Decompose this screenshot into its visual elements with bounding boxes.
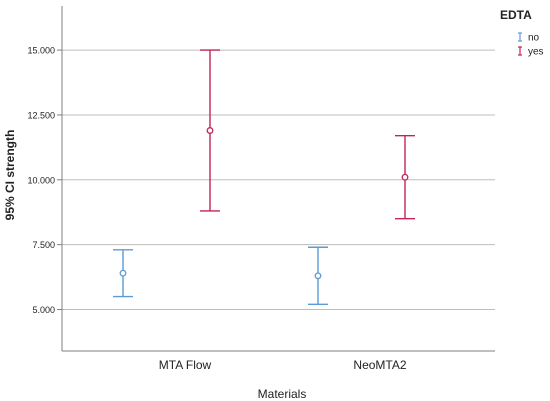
y-axis-label: 95% CI strength <box>3 130 17 221</box>
series-no <box>113 246 328 306</box>
mean-marker <box>401 173 409 181</box>
mean-marker <box>119 269 127 277</box>
y-tick-label: 7.500 <box>32 240 55 250</box>
error-bar <box>113 249 133 298</box>
error-bar <box>395 134 415 220</box>
y-tick-label: 10.000 <box>27 175 55 185</box>
error-bar <box>200 49 220 212</box>
x-tick-label: MTA Flow <box>159 358 212 372</box>
legend-entry: yes <box>518 46 544 58</box>
legend-title: EDTA <box>500 8 532 22</box>
mean-marker <box>314 272 322 280</box>
y-tick-label: 5.000 <box>32 305 55 315</box>
legend: EDTA no yes <box>500 8 544 58</box>
series-yes <box>200 49 415 220</box>
mean-marker <box>206 127 214 134</box>
error-bars <box>113 49 415 306</box>
gridlines <box>62 49 495 310</box>
legend-entries: no yes <box>518 32 544 58</box>
error-bar <box>308 246 328 306</box>
x-tick-label: NeoMTA2 <box>353 358 406 372</box>
x-tick-labels: MTA Flow NeoMTA2 <box>159 358 407 372</box>
y-tick-label: 12.500 <box>27 110 55 120</box>
legend-label: yes <box>528 47 544 58</box>
y-tick-labels: 5.000 7.500 10.000 12.500 15.000 <box>27 46 55 315</box>
legend-label: no <box>528 33 540 44</box>
y-tick-label: 15.000 <box>27 46 55 56</box>
x-axis-label: Materials <box>258 387 307 401</box>
axes <box>57 6 495 352</box>
legend-entry: no <box>518 32 540 44</box>
